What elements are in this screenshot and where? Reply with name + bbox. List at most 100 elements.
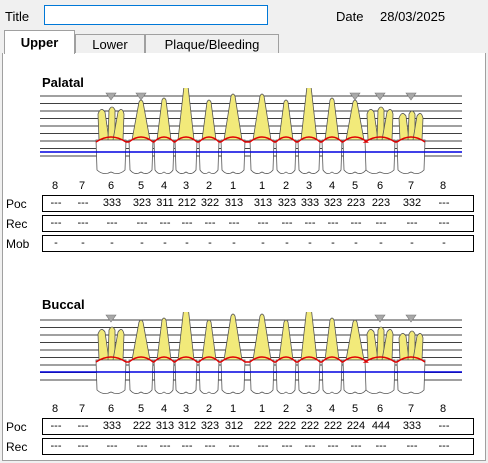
buccal-rec-cell[interactable]: --- [281, 440, 293, 452]
implant-marker-icon[interactable] [105, 92, 117, 101]
buccal-poc-cell[interactable]: 222 [300, 420, 320, 432]
tooth[interactable] [396, 110, 426, 174]
palatal-poc-cell[interactable]: 333 [300, 197, 320, 209]
palatal-mob-cell[interactable]: - [379, 237, 383, 249]
implant-marker-icon[interactable] [374, 92, 386, 101]
buccal-rec-cell[interactable]: --- [77, 440, 89, 452]
palatal-rec-cell[interactable]: --- [406, 217, 418, 229]
palatal-rec-cell[interactable]: --- [304, 217, 316, 229]
tooth[interactable] [249, 313, 275, 394]
palatal-poc-cell[interactable]: 223 [371, 197, 391, 209]
buccal-poc-cell[interactable]: 224 [346, 420, 366, 432]
buccal-rec-cell[interactable]: --- [159, 440, 171, 452]
implant-marker-icon[interactable] [105, 314, 117, 323]
palatal-rec-cell[interactable]: --- [181, 217, 193, 229]
buccal-rec-cell[interactable]: --- [136, 440, 148, 452]
palatal-rec-cell[interactable]: --- [257, 217, 269, 229]
palatal-mob-cell[interactable]: - [185, 237, 189, 249]
buccal-poc-row[interactable]: --- --- 333 222 313 312 323 312 222 222 222 222 224 4… [42, 418, 474, 435]
buccal-poc-cell[interactable]: 312 [177, 420, 197, 432]
buccal-poc-cell[interactable]: --- [438, 420, 450, 432]
tab-lower[interactable]: Lower [75, 34, 145, 54]
palatal-poc-cell[interactable]: 323 [132, 197, 152, 209]
buccal-rec-cell[interactable]: --- [228, 440, 240, 452]
palatal-rec-cell[interactable]: --- [228, 217, 240, 229]
palatal-rec-cell[interactable]: --- [350, 217, 362, 229]
palatal-poc-cell[interactable]: 212 [177, 197, 197, 209]
buccal-rec-cell[interactable]: --- [204, 440, 216, 452]
palatal-chart[interactable] [40, 88, 462, 180]
palatal-poc-cell[interactable]: 323 [323, 197, 343, 209]
tooth[interactable] [342, 319, 368, 394]
buccal-poc-cell[interactable]: 222 [132, 420, 152, 432]
palatal-mob-row[interactable]: ---------------- [42, 235, 474, 252]
palatal-rec-row[interactable]: --- --- --- --- --- --- --- --- --- --- --- --- --- -… [42, 215, 474, 232]
buccal-poc-cell[interactable]: 333 [102, 420, 122, 432]
buccal-poc-cell[interactable]: --- [77, 420, 89, 432]
palatal-rec-cell[interactable]: --- [136, 217, 148, 229]
palatal-mob-cell[interactable]: - [261, 237, 265, 249]
tooth[interactable] [95, 326, 127, 394]
palatal-mob-cell[interactable]: - [110, 237, 114, 249]
tooth[interactable] [198, 99, 220, 174]
buccal-poc-cell[interactable]: 222 [323, 420, 343, 432]
buccal-poc-cell[interactable]: 444 [371, 420, 391, 432]
tooth[interactable] [128, 319, 154, 394]
palatal-poc-cell[interactable]: 313 [224, 197, 244, 209]
palatal-rec-cell[interactable]: --- [375, 217, 387, 229]
palatal-mob-cell[interactable]: - [410, 237, 414, 249]
palatal-rec-cell[interactable]: --- [281, 217, 293, 229]
palatal-mob-cell[interactable]: - [354, 237, 358, 249]
palatal-mob-cell[interactable]: - [285, 237, 289, 249]
palatal-rec-cell[interactable]: --- [327, 217, 339, 229]
tooth[interactable] [174, 88, 198, 174]
buccal-poc-cell[interactable]: --- [50, 420, 62, 432]
palatal-poc-cell[interactable]: 223 [346, 197, 366, 209]
buccal-chart[interactable] [40, 312, 462, 402]
buccal-poc-cell[interactable]: 323 [200, 420, 220, 432]
implant-marker-icon[interactable] [349, 92, 361, 101]
palatal-mob-cell[interactable]: - [81, 237, 85, 249]
palatal-rec-cell[interactable]: --- [159, 217, 171, 229]
palatal-mob-cell[interactable]: - [54, 237, 58, 249]
tooth[interactable] [321, 317, 343, 394]
palatal-mob-cell[interactable]: - [232, 237, 236, 249]
palatal-rec-cell[interactable]: --- [204, 217, 216, 229]
tooth[interactable] [95, 106, 127, 174]
buccal-poc-cell[interactable]: 313 [155, 420, 175, 432]
tab-plaque-bleeding[interactable]: Plaque/Bleeding [145, 34, 279, 54]
tooth[interactable] [297, 88, 321, 174]
buccal-rec-cell[interactable]: --- [327, 440, 339, 452]
palatal-poc-cell[interactable]: --- [77, 197, 89, 209]
tooth[interactable] [364, 106, 396, 174]
palatal-rec-cell[interactable]: --- [438, 217, 450, 229]
buccal-poc-cell[interactable]: 222 [253, 420, 273, 432]
palatal-poc-cell[interactable]: --- [438, 197, 450, 209]
palatal-poc-row[interactable]: --- --- 333 323 311 212 322 313 313 323 333 323 223 2… [42, 195, 474, 212]
palatal-poc-cell[interactable]: 332 [402, 197, 422, 209]
buccal-poc-cell[interactable]: 312 [224, 420, 244, 432]
palatal-rec-cell[interactable]: --- [77, 217, 89, 229]
buccal-rec-cell[interactable]: --- [406, 440, 418, 452]
tab-upper[interactable]: Upper [4, 30, 75, 54]
palatal-mob-cell[interactable]: - [140, 237, 144, 249]
tooth[interactable] [275, 99, 297, 174]
tooth[interactable] [153, 97, 175, 174]
buccal-rec-row[interactable]: --- --- --- --- --- --- --- --- --- --- --- --- --- -… [42, 438, 474, 455]
palatal-poc-cell[interactable]: 322 [200, 197, 220, 209]
buccal-rec-cell[interactable]: --- [50, 440, 62, 452]
implant-marker-icon[interactable] [405, 314, 417, 323]
tooth[interactable] [174, 312, 198, 394]
palatal-mob-cell[interactable]: - [208, 237, 212, 249]
palatal-poc-cell[interactable]: 311 [156, 197, 174, 209]
palatal-mob-cell[interactable]: - [308, 237, 312, 249]
palatal-rec-cell[interactable]: --- [50, 217, 62, 229]
buccal-rec-cell[interactable]: --- [304, 440, 316, 452]
tooth[interactable] [364, 326, 396, 394]
buccal-rec-cell[interactable]: --- [350, 440, 362, 452]
palatal-poc-cell[interactable]: 313 [253, 197, 273, 209]
tooth[interactable] [321, 97, 343, 174]
tooth[interactable] [198, 319, 220, 394]
tooth[interactable] [275, 319, 297, 394]
buccal-rec-cell[interactable]: --- [375, 440, 387, 452]
